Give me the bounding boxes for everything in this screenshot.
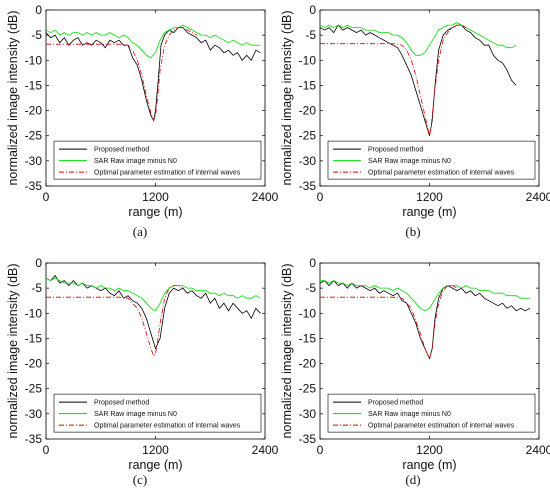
x-tick-label: 0 — [43, 190, 50, 204]
y-tick-label: -25 — [25, 382, 43, 396]
legend-entry: Proposed method — [94, 147, 149, 154]
x-tick-label: 1200 — [142, 190, 169, 204]
x-axis-label: range (m) — [128, 205, 182, 219]
x-tick-label: 1200 — [142, 443, 169, 457]
y-tick-label: -35 — [25, 432, 43, 446]
y-tick-label: 0 — [35, 256, 42, 270]
series-line-2 — [46, 277, 261, 312]
y-tick-label: -15 — [299, 78, 317, 92]
legend-box — [53, 393, 262, 433]
legend-box — [53, 140, 262, 180]
y-tick-label: -35 — [299, 179, 317, 193]
y-axis-label: normalized image intensity (dB) — [6, 10, 20, 185]
x-tick-label: 2400 — [526, 443, 550, 457]
y-tick-label: -35 — [25, 179, 43, 193]
series-line-3 — [320, 24, 467, 136]
x-tick-label: 2400 — [252, 190, 279, 204]
series-line-2 — [46, 24, 261, 59]
y-tick-label: -20 — [299, 104, 317, 118]
series-line-3 — [46, 27, 197, 122]
series-line-3 — [46, 285, 184, 357]
y-tick-label: -10 — [299, 53, 317, 67]
panel-caption: (b) — [405, 224, 420, 239]
y-tick-label: -30 — [25, 154, 43, 168]
y-tick-label: -10 — [25, 53, 43, 67]
y-tick-label: -10 — [25, 306, 43, 320]
y-tick-label: -5 — [31, 28, 42, 42]
y-tick-label: -30 — [299, 407, 317, 421]
legend-entry: SAR Raw image minus N0 — [368, 411, 451, 418]
y-axis-label: normalized image intensity (dB) — [280, 10, 294, 185]
y-tick-label: -30 — [25, 407, 43, 421]
x-tick-label: 0 — [317, 190, 324, 204]
y-tick-label: -30 — [299, 154, 317, 168]
x-axis-label: range (m) — [402, 458, 456, 472]
y-tick-label: 0 — [309, 256, 316, 270]
x-tick-label: 0 — [43, 443, 50, 457]
legend-entry: SAR Raw image minus N0 — [368, 158, 451, 165]
legend-box — [327, 140, 536, 180]
x-tick-label: 0 — [317, 443, 324, 457]
y-tick-label: -5 — [31, 281, 42, 295]
legend-entry: Optimal parameter estimation of internal… — [368, 170, 515, 177]
legend-entry: Optimal parameter estimation of internal… — [368, 423, 515, 430]
y-tick-label: -35 — [299, 432, 317, 446]
legend-entry: Proposed method — [94, 400, 149, 407]
legend-box — [327, 393, 536, 433]
legend-entry: Proposed method — [368, 147, 423, 154]
legend-entry: Optimal parameter estimation of internal… — [94, 170, 241, 177]
x-axis-label: range (m) — [402, 205, 456, 219]
y-tick-label: -15 — [25, 78, 43, 92]
series-line-2 — [320, 280, 530, 312]
x-tick-label: 2400 — [252, 443, 279, 457]
x-tick-label: 1200 — [416, 443, 443, 457]
y-tick-label: -25 — [299, 129, 317, 143]
panel-caption: (c) — [133, 472, 147, 487]
legend-entry: Proposed method — [368, 400, 423, 407]
x-tick-label: 2400 — [526, 190, 550, 204]
y-tick-label: -25 — [25, 129, 43, 143]
legend-entry: SAR Raw image minus N0 — [94, 158, 177, 165]
y-tick-label: 0 — [35, 3, 42, 17]
x-tick-label: 1200 — [416, 190, 443, 204]
y-tick-label: -15 — [25, 331, 43, 345]
y-axis-label: normalized image intensity (dB) — [280, 263, 294, 438]
y-tick-label: -15 — [299, 331, 317, 345]
series-line-2 — [320, 22, 517, 56]
legend-entry: Optimal parameter estimation of internal… — [94, 423, 241, 430]
y-tick-label: -5 — [305, 28, 316, 42]
y-tick-label: -20 — [25, 104, 43, 118]
y-axis-label: normalized image intensity (dB) — [6, 263, 20, 438]
y-tick-label: 0 — [309, 3, 316, 17]
panel-caption: (a) — [133, 224, 147, 239]
y-tick-label: -25 — [299, 382, 317, 396]
series-line-1 — [46, 27, 261, 122]
y-tick-label: -10 — [299, 306, 317, 320]
x-axis-label: range (m) — [128, 458, 182, 472]
y-tick-label: -20 — [25, 357, 43, 371]
legend-entry: SAR Raw image minus N0 — [94, 411, 177, 418]
panel-caption: (d) — [405, 472, 420, 487]
y-tick-label: -5 — [305, 281, 316, 295]
series-line-3 — [320, 285, 458, 360]
y-tick-label: -20 — [299, 357, 317, 371]
series-line-1 — [320, 24, 517, 136]
